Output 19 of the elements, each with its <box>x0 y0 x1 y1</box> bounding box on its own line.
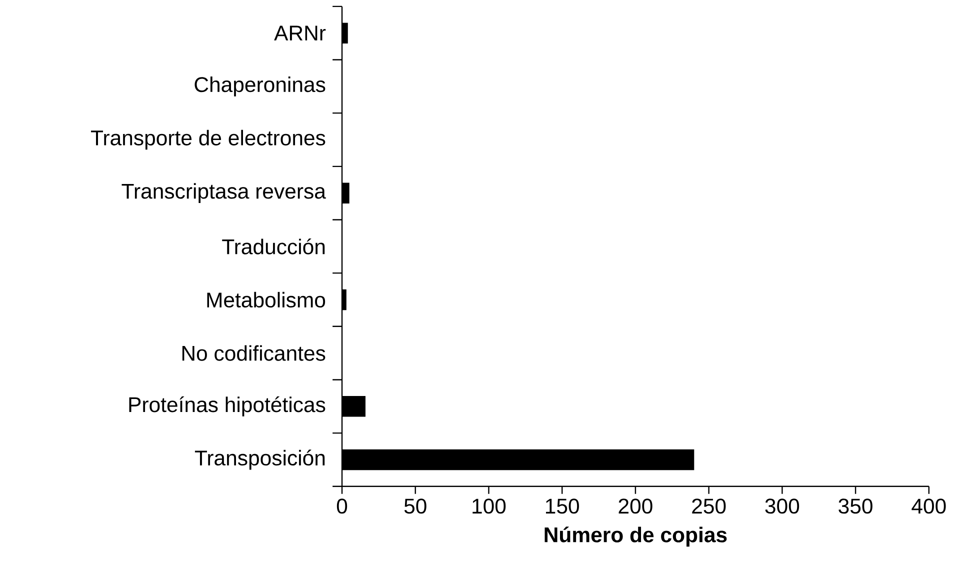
y-tick-label: ARNr <box>274 26 326 40</box>
x-tick-label: 300 <box>765 498 800 514</box>
y-tick-label: Proteínas hipotéticas <box>129 396 326 416</box>
y-tick-label: No codificantes <box>182 345 326 361</box>
y-tick-label: Traducción <box>222 238 325 254</box>
y-tick-label: Transcriptasa reversa <box>122 183 326 204</box>
y-tick-label: Chaperoninas <box>194 76 326 96</box>
x-tick-label: 250 <box>692 498 726 514</box>
x-tick-label: 50 <box>404 498 426 514</box>
x-tick-label: 100 <box>472 498 506 514</box>
y-tick-label: Transposición <box>194 450 325 470</box>
x-tick-label: 200 <box>618 498 652 514</box>
y-tick-label: Metabolismo <box>207 292 326 308</box>
y-tick-label: Transporte de electrones <box>90 130 326 150</box>
x-tick-label: 0 <box>336 498 348 514</box>
x-tick-label: 150 <box>546 498 579 514</box>
x-tick-label: 400 <box>912 498 946 514</box>
x-axis-title: Número de copias <box>544 526 727 547</box>
x-tick-label: 350 <box>838 498 872 514</box>
